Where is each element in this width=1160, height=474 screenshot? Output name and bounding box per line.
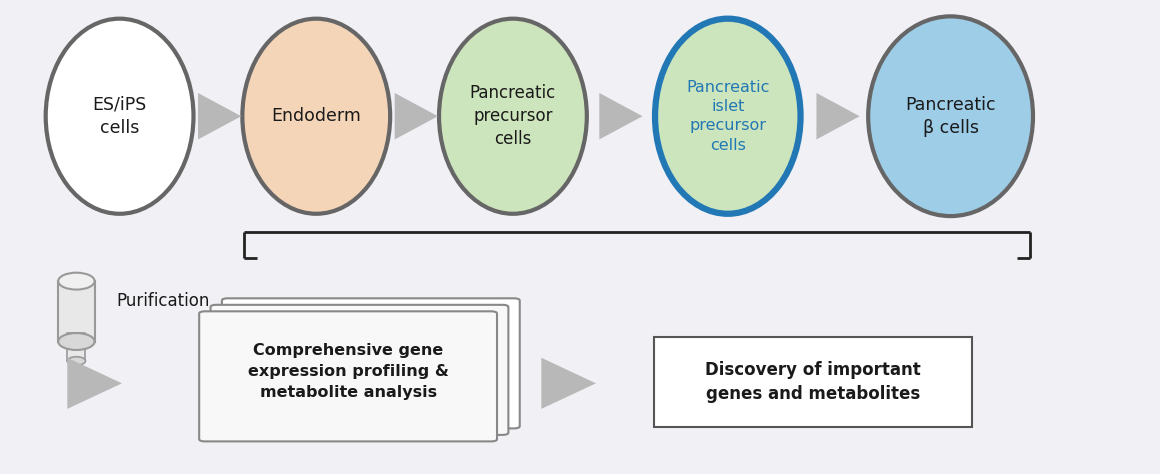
- FancyBboxPatch shape: [211, 305, 508, 435]
- Polygon shape: [198, 93, 241, 139]
- Text: Discovery of important
genes and metabolites: Discovery of important genes and metabol…: [705, 361, 921, 403]
- Ellipse shape: [868, 17, 1034, 216]
- Ellipse shape: [45, 18, 194, 214]
- Bar: [67, 333, 86, 361]
- Text: Pancreatic
precursor
cells: Pancreatic precursor cells: [470, 84, 556, 148]
- Text: Purification: Purification: [116, 292, 210, 310]
- Text: Comprehensive gene
expression profiling &
metabolite analysis: Comprehensive gene expression profiling …: [247, 343, 449, 400]
- Polygon shape: [600, 93, 643, 139]
- Ellipse shape: [58, 333, 95, 350]
- FancyBboxPatch shape: [200, 311, 496, 441]
- Text: Pancreatic
β cells: Pancreatic β cells: [905, 96, 996, 137]
- Bar: [58, 281, 95, 341]
- Text: Endoderm: Endoderm: [271, 107, 361, 125]
- Polygon shape: [67, 358, 122, 409]
- Polygon shape: [817, 93, 860, 139]
- Polygon shape: [542, 358, 596, 409]
- Ellipse shape: [242, 18, 390, 214]
- Ellipse shape: [67, 357, 86, 365]
- FancyBboxPatch shape: [654, 337, 972, 428]
- Polygon shape: [394, 93, 438, 139]
- Text: Pancreatic
islet
precursor
cells: Pancreatic islet precursor cells: [686, 80, 769, 153]
- Ellipse shape: [655, 18, 800, 214]
- Text: ES/iPS
cells: ES/iPS cells: [93, 96, 146, 137]
- Ellipse shape: [58, 273, 95, 290]
- FancyBboxPatch shape: [222, 298, 520, 428]
- Ellipse shape: [438, 18, 587, 214]
